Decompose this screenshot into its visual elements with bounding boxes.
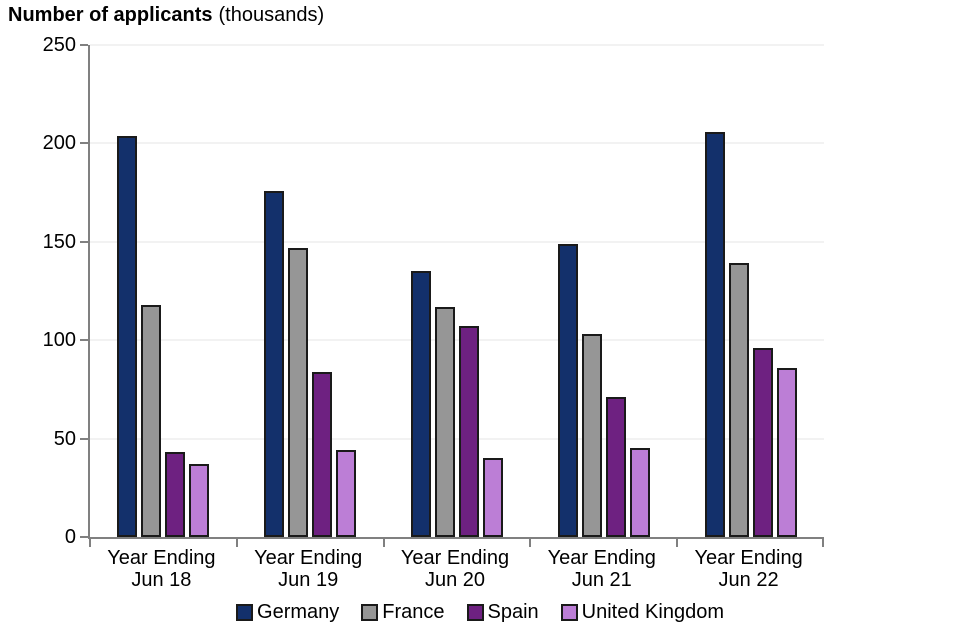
x-tick-mark [529,539,532,547]
y-tick-label: 250 [42,34,76,56]
legend-item-united-kingdom: United Kingdom [560,601,724,624]
chart-title-unit: (thousands) [218,4,325,26]
legend-item-france: France [361,601,445,624]
bar-germany-jun-21 [557,243,578,537]
x-axis-label-line2: Jun 19 [278,569,339,591]
bar-united-kingdom-jun-20 [482,458,503,537]
legend-swatch-united-kingdom [560,604,578,621]
x-axis-label-jun-21: Year Ending Jun 21 [528,547,675,591]
bar-germany-jun-22 [704,131,725,537]
legend-swatch-germany [236,604,254,621]
bar-france-jun-21 [581,334,602,537]
y-tick-mark [80,44,88,46]
y-tick-mark [80,240,88,243]
x-axis-label-line2: Jun 22 [718,569,779,591]
legend-item-spain: Spain [466,601,539,624]
bar-germany-jun-18 [117,135,138,537]
x-axis-label-line1: Year Ending [694,547,803,569]
legend-label-spain: Spain [487,601,539,623]
x-axis-label-jun-18: Year Ending Jun 18 [88,547,235,591]
y-tick-label: 0 [64,526,76,548]
bar-germany-jun-20 [410,271,431,537]
x-axis-label-line1: Year Ending [254,547,363,569]
legend: Germany France Spain United Kingdom [0,601,960,624]
bar-spain-jun-21 [605,397,626,537]
gridline-100 [90,339,824,342]
x-axis-label-line2: Jun 21 [571,569,632,591]
x-tick-mark [382,539,385,547]
bar-france-jun-19 [288,247,309,537]
x-axis-label-line2: Jun 20 [424,569,486,591]
bar-united-kingdom-jun-18 [189,464,210,537]
y-tick-mark [80,437,88,440]
y-tick-label: 50 [53,427,76,450]
legend-item-germany: Germany [236,601,339,624]
bar-france-jun-18 [141,304,162,537]
y-tick-label: 200 [42,132,76,155]
bar-spain-jun-20 [458,326,479,537]
bar-france-jun-22 [728,263,749,537]
gridline-200 [90,142,824,145]
gridline-50 [90,437,824,440]
x-tick-mark [822,539,824,547]
bar-group-jun-19 [237,45,384,537]
bar-france-jun-20 [434,306,455,537]
bar-united-kingdom-jun-19 [336,450,357,537]
x-axis-label-jun-19: Year Ending Jun 19 [235,547,382,591]
legend-swatch-spain [466,604,484,621]
bar-spain-jun-19 [312,371,333,537]
bar-group-jun-21 [530,45,677,537]
bar-united-kingdom-jun-22 [776,367,797,537]
legend-label-germany: Germany [257,601,340,623]
x-axis-label-line1: Year Ending [400,547,510,569]
x-tick-mark [676,539,679,547]
x-axis-label-line1: Year Ending [107,547,216,569]
gridline-150 [90,240,824,243]
x-axis-label-line1: Year Ending [547,547,656,569]
y-tick-label: 100 [42,329,76,352]
bar-germany-jun-19 [264,190,285,537]
plot-area [80,44,824,547]
x-axis-label-jun-22: Year Ending Jun 22 [675,547,822,591]
legend-label-france: France [382,601,445,623]
legend-swatch-france [361,604,379,621]
legend-label-united-kingdom: United Kingdom [581,601,724,623]
bar-united-kingdom-jun-21 [629,448,650,537]
chart-title-main: Number of applicants [8,4,213,26]
bar-group-jun-20 [384,45,531,537]
x-axis-label-line2: Jun 18 [131,569,192,591]
y-tick-mark [80,142,88,145]
bar-group-jun-18 [90,45,237,537]
chart-title: Number of applicants (thousands) [8,4,324,27]
x-tick-mark [235,539,238,547]
y-tick-label: 150 [42,230,76,253]
y-tick-mark [80,536,88,538]
x-axis-label-jun-20: Year Ending Jun 20 [382,547,529,591]
bar-spain-jun-22 [752,348,773,537]
x-tick-mark [89,539,91,547]
gridline-250 [90,44,824,46]
bar-spain-jun-18 [165,452,186,537]
bar-group-jun-22 [677,45,824,537]
y-tick-mark [80,339,88,342]
